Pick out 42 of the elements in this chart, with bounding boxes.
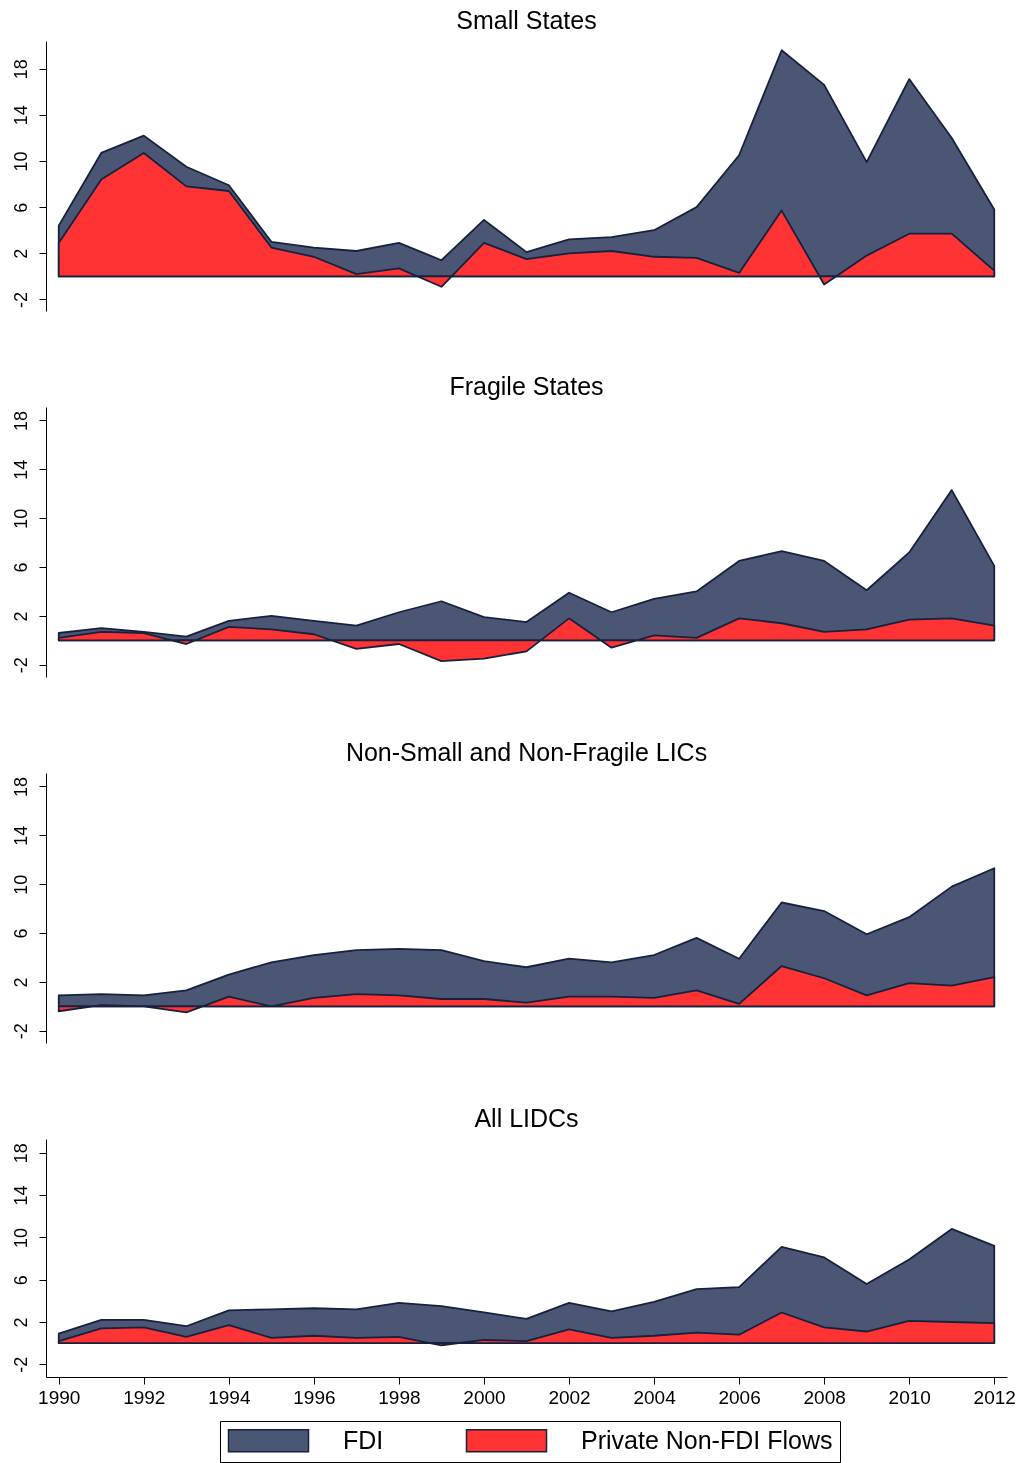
- y-tick-label: 2: [10, 611, 31, 622]
- chart-title: Non-Small and Non-Fragile LICs: [345, 738, 708, 766]
- y-tick-label: 10: [10, 508, 31, 529]
- y-tick-label: 6: [10, 562, 31, 573]
- y-tick-label: 14: [10, 1185, 31, 1206]
- y-tick-label: 18: [10, 59, 31, 80]
- chart-title: All LIDCs: [474, 1104, 579, 1132]
- y-tick-label: 10: [10, 151, 31, 172]
- y-tick-label: 10: [10, 874, 31, 895]
- legend-label: FDI: [343, 1425, 384, 1454]
- y-tick-label: 14: [10, 825, 31, 846]
- y-tick-label: 2: [10, 977, 31, 988]
- y-tick-label: 18: [10, 1143, 31, 1164]
- x-tick-label: 2012: [973, 1386, 1016, 1408]
- x-tick-label: 1996: [293, 1386, 336, 1408]
- x-tick-label: 2002: [548, 1386, 591, 1408]
- y-tick-label: 6: [10, 928, 31, 939]
- y-tick-label: -2: [10, 291, 31, 308]
- y-tick-label: 18: [10, 410, 31, 431]
- legend-label: Private Non-FDI Flows: [581, 1425, 833, 1454]
- y-tick-label: 2: [10, 248, 31, 259]
- chart-title: Small States: [456, 6, 597, 34]
- x-tick-label: 2008: [803, 1386, 846, 1408]
- x-tick-label: 1990: [38, 1386, 81, 1408]
- y-tick-label: -2: [10, 657, 31, 674]
- x-tick-label: 1998: [378, 1386, 421, 1408]
- x-tick-label: 1992: [123, 1386, 166, 1408]
- y-tick-label: 14: [10, 459, 31, 480]
- x-tick-label: 2006: [718, 1386, 761, 1408]
- x-tick-label: 2000: [463, 1386, 506, 1408]
- y-tick-label: 6: [10, 202, 31, 213]
- y-tick-label: 6: [10, 1275, 31, 1286]
- x-tick-label: 2004: [633, 1386, 677, 1408]
- x-tick-label: 2010: [888, 1386, 931, 1408]
- y-tick-label: 10: [10, 1227, 31, 1248]
- chart-title: Fragile States: [449, 372, 604, 400]
- y-tick-label: -2: [10, 1356, 31, 1373]
- y-tick-label: 2: [10, 1317, 31, 1328]
- x-tick-label: 1994: [208, 1386, 251, 1408]
- y-tick-label: 18: [10, 776, 31, 797]
- y-tick-label: -2: [10, 1023, 31, 1040]
- y-tick-label: 14: [10, 105, 31, 126]
